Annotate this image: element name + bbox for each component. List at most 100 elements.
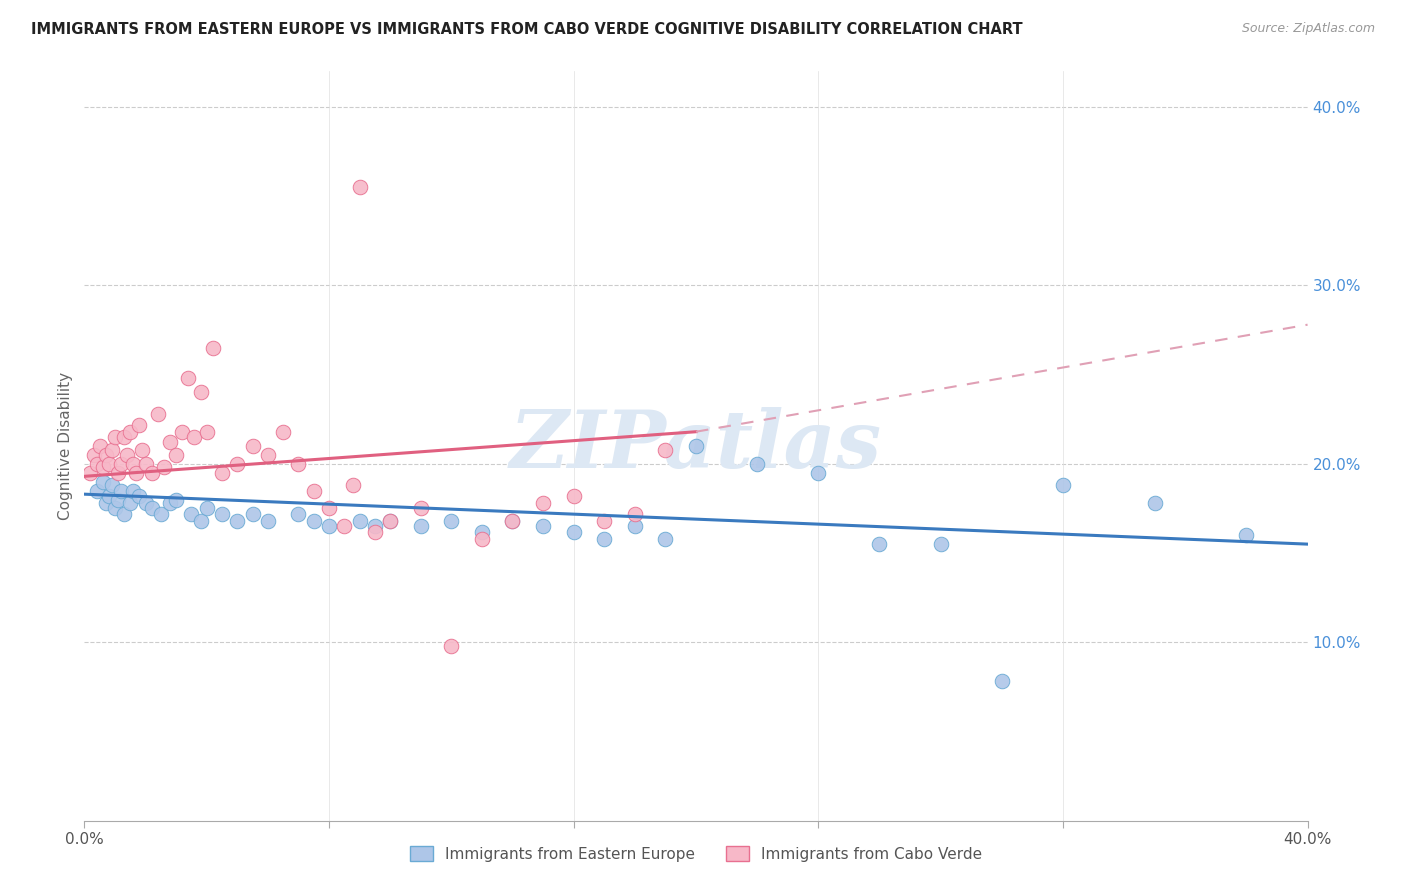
Point (593, 514, 616, 528)
Point (128, 417, 150, 432)
Point (159, 435, 181, 450)
Point (165, 448, 187, 462)
Point (562, 524, 585, 539)
Point (991, 674, 1014, 689)
Point (471, 532, 494, 546)
Point (624, 507, 647, 521)
Point (115, 448, 138, 462)
Point (94, 496, 117, 510)
Point (112, 507, 135, 521)
Point (342, 478, 364, 492)
Point (180, 507, 202, 521)
Point (242, 439, 264, 453)
Point (101, 442, 124, 457)
Legend: Immigrants from Eastern Europe, Immigrants from Cabo Verde: Immigrants from Eastern Europe, Immigran… (402, 838, 990, 869)
Point (929, 537, 952, 551)
Point (104, 430, 127, 444)
Point (141, 501, 163, 516)
Point (226, 457, 249, 471)
Point (110, 483, 132, 498)
Point (1052, 478, 1074, 492)
Point (190, 385, 212, 400)
Point (302, 514, 325, 528)
Point (146, 407, 169, 421)
Y-axis label: Cognitive Disability: Cognitive Disability (58, 372, 73, 520)
Point (122, 457, 145, 471)
Point (153, 460, 176, 475)
Text: Source: ZipAtlas.com: Source: ZipAtlas.com (1241, 22, 1375, 36)
Point (593, 532, 616, 546)
Point (120, 425, 142, 439)
Point (195, 425, 218, 439)
Point (349, 180, 371, 194)
Point (624, 519, 647, 533)
Point (531, 496, 554, 510)
Point (440, 639, 463, 653)
Point (471, 524, 494, 539)
Point (128, 489, 150, 503)
Point (91, 475, 114, 489)
Point (747, 457, 769, 471)
Point (83, 448, 105, 462)
Point (318, 501, 340, 516)
Point (654, 532, 676, 546)
Point (562, 489, 585, 503)
Point (349, 514, 371, 528)
Point (807, 466, 830, 480)
Point (271, 425, 294, 439)
Point (364, 519, 387, 533)
Point (104, 501, 127, 516)
Point (287, 507, 309, 521)
Point (654, 442, 676, 457)
Point (242, 507, 264, 521)
Point (183, 430, 205, 444)
Point (1143, 496, 1166, 510)
Point (172, 425, 194, 439)
Point (409, 519, 432, 533)
Point (101, 478, 124, 492)
Point (125, 466, 148, 480)
Point (531, 519, 554, 533)
Point (502, 514, 524, 528)
Point (79, 466, 101, 480)
Point (120, 496, 142, 510)
Point (380, 514, 402, 528)
Point (89, 439, 111, 453)
Point (287, 457, 309, 471)
Text: IMMIGRANTS FROM EASTERN EUROPE VS IMMIGRANTS FROM CABO VERDE COGNITIVE DISABILIT: IMMIGRANTS FROM EASTERN EUROPE VS IMMIGR… (31, 22, 1022, 37)
Text: ZIPatlas: ZIPatlas (510, 408, 882, 484)
Point (135, 496, 157, 510)
Point (409, 501, 432, 516)
Point (94, 448, 117, 462)
Point (333, 519, 356, 533)
Point (97, 489, 120, 503)
Point (122, 483, 145, 498)
Point (502, 514, 524, 528)
Point (112, 430, 135, 444)
Point (110, 457, 132, 471)
Point (141, 466, 163, 480)
Point (177, 371, 200, 385)
Point (364, 524, 387, 539)
Point (86, 483, 108, 498)
Point (257, 514, 280, 528)
Point (1236, 528, 1258, 542)
Point (131, 442, 153, 457)
Point (869, 537, 891, 551)
Point (91, 460, 114, 475)
Point (135, 457, 157, 471)
Point (211, 507, 233, 521)
Point (257, 448, 280, 462)
Point (97, 457, 120, 471)
Point (440, 514, 463, 528)
Point (195, 501, 218, 516)
Point (86, 457, 108, 471)
Point (107, 492, 129, 507)
Point (190, 514, 212, 528)
Point (226, 514, 249, 528)
Point (201, 341, 224, 355)
Point (318, 519, 340, 533)
Point (302, 483, 325, 498)
Point (380, 514, 402, 528)
Point (107, 466, 129, 480)
